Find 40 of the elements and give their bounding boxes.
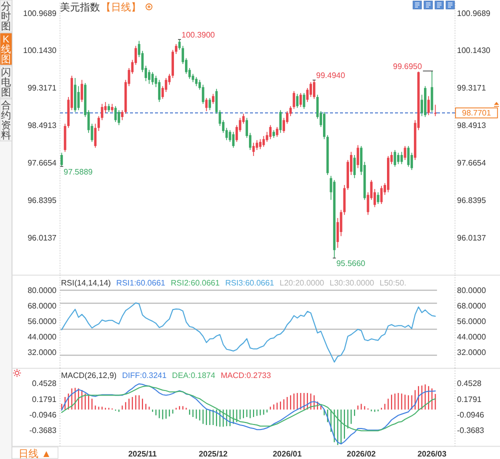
annotation: 97.5889	[64, 167, 94, 176]
y-tick-label: 96.0137	[457, 233, 486, 242]
annotation: 99.6950	[393, 62, 422, 71]
y-tick-label: 98.4913	[457, 121, 486, 130]
y-tick-label: 80.0000	[28, 286, 58, 295]
y-tick-label: 56.0000	[28, 317, 58, 326]
y-tick-label: 100.9689	[457, 8, 491, 18]
annotation: 95.5660	[336, 259, 366, 268]
y-tick-label: 0.1791	[32, 394, 58, 404]
side-tab: 闪电图	[0, 66, 12, 99]
annotation: 100.3900	[182, 30, 216, 40]
y-tick-label: 0.4528	[32, 379, 58, 388]
ref-line-label: 98.7701	[462, 108, 492, 118]
y-tick-label: 97.6654	[457, 158, 486, 168]
annotation: L30:30.0000	[330, 278, 375, 288]
y-tick-label: 44.0000	[28, 332, 58, 342]
annotation: 99.4940	[316, 71, 346, 80]
y-tick-label: -0.0946	[29, 410, 58, 420]
x-tick-label: 2026/03	[417, 450, 447, 458]
chart-subtitle: 【日线】	[101, 2, 141, 14]
period-button: 日线 ▲	[12, 446, 58, 459]
y-tick-label: 99.3171	[457, 84, 486, 93]
annotation: L20:20.0000	[280, 278, 325, 288]
legend: MACD(26,12,9) DIFF:0.3241 DEA:0.1874 MACD:0.2733	[61, 371, 271, 380]
x-tick-label: 2026/02	[346, 450, 376, 458]
legend: RSI(14,14,14) RSI1:60.0661 RSI2:60.0661 RSI3:60.0661	[61, 278, 274, 288]
y-tick-label: -0.3683	[29, 426, 58, 436]
y-tick-label: 96.8395	[457, 196, 486, 205]
annotation: L50:50.	[380, 278, 406, 288]
side-tab: 分时图	[0, 0, 12, 33]
y-tick-label: 68.0000	[28, 301, 58, 310]
ref-line-label: 98.7701	[436, 108, 498, 118]
x-tick-label: 2025/11	[128, 450, 158, 458]
x-tick-label: 2026/01	[272, 450, 302, 458]
y-tick-label: 100.1430	[457, 46, 491, 56]
x-tick-label: 2025/12	[198, 450, 228, 458]
side-tab: 合约资料	[0, 98, 12, 142]
y-tick-label: 32.0000	[28, 348, 58, 358]
chart-title: 美元指数	[60, 2, 100, 14]
side-tab: K线图	[0, 32, 12, 66]
